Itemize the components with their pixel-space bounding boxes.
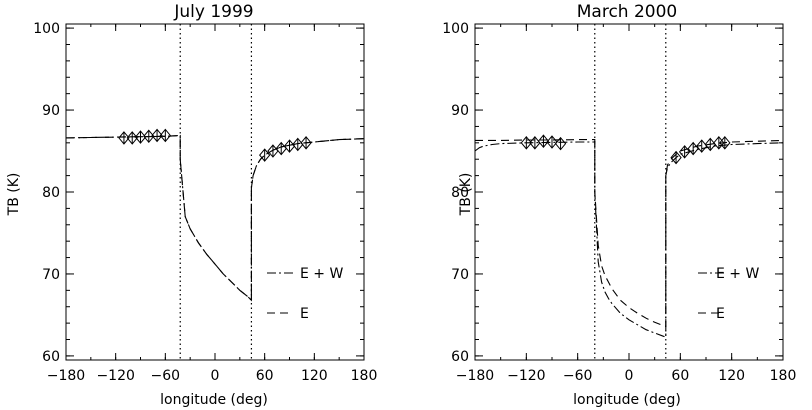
observation-marker — [134, 130, 147, 144]
y-tick-label: 80 — [451, 185, 469, 201]
x-tick-label: 180 — [770, 368, 797, 384]
observation-marker — [520, 136, 532, 150]
x-tick-label: −120 — [507, 368, 545, 384]
x-axis-label: longitude (deg) — [573, 392, 681, 408]
y-tick-label: 90 — [451, 103, 469, 119]
x-tick-label: 120 — [301, 368, 328, 384]
y-tick-label: 70 — [451, 267, 469, 283]
chart-title: July 1999 — [173, 2, 253, 22]
series-line-e-plus-w — [474, 141, 784, 338]
x-tick-label: 60 — [256, 368, 274, 384]
observation-marker — [259, 148, 271, 162]
observation-marker — [143, 129, 155, 144]
x-tick-label: −60 — [563, 368, 593, 384]
observation-marker — [159, 128, 171, 143]
observation-marker — [678, 145, 691, 159]
x-tick-label: 0 — [211, 368, 220, 384]
x-tick-label: −60 — [151, 368, 181, 384]
series-line-e — [65, 134, 365, 302]
y-tick-label: 70 — [42, 267, 60, 283]
y-tick-label: 60 — [42, 349, 60, 365]
series-line-e — [475, 139, 784, 328]
observation-marker — [546, 135, 558, 149]
y-axis-label: TB (K) — [6, 173, 22, 217]
legend-label-e-plus-w: E + W — [716, 266, 759, 282]
legend-label-e: E — [300, 306, 309, 322]
plot-frame — [65, 23, 365, 361]
y-tick-label: 90 — [42, 103, 60, 119]
y-tick-label: 100 — [33, 21, 60, 37]
observation-marker — [554, 136, 567, 151]
x-tick-label: −120 — [96, 368, 134, 384]
observation-marker — [670, 150, 682, 165]
y-tick-label: 60 — [451, 349, 469, 365]
y-tick-label: 100 — [442, 21, 469, 37]
x-tick-label: 120 — [718, 368, 745, 384]
legend-label-e-plus-w: E + W — [300, 266, 343, 282]
x-tick-label: −180 — [47, 368, 85, 384]
y-tick-label: 80 — [42, 185, 60, 201]
chart-panel-march-2000: March 2000 TB (K) longitude (deg) E + W … — [442, 2, 796, 408]
chart-panel-july-1999: July 1999 TB (K) longitude (deg) E + W E… — [6, 2, 377, 408]
observation-marker — [713, 136, 725, 150]
legend-label-e: E — [716, 306, 725, 322]
x-tick-label: 60 — [671, 368, 689, 384]
observation-marker — [719, 136, 731, 150]
x-axis-label: longitude (deg) — [160, 392, 268, 408]
x-tick-label: 180 — [351, 368, 378, 384]
x-tick-label: −180 — [456, 368, 494, 384]
observation-marker — [126, 131, 138, 145]
plot-frame — [474, 23, 784, 361]
observation-marker — [151, 128, 163, 143]
observation-marker — [118, 131, 130, 145]
observation-marker — [537, 134, 550, 148]
observation-marker — [300, 136, 312, 150]
chart-title: March 2000 — [577, 2, 678, 22]
y-axis-label: TB (K) — [458, 173, 474, 217]
x-tick-label: 0 — [625, 368, 634, 384]
